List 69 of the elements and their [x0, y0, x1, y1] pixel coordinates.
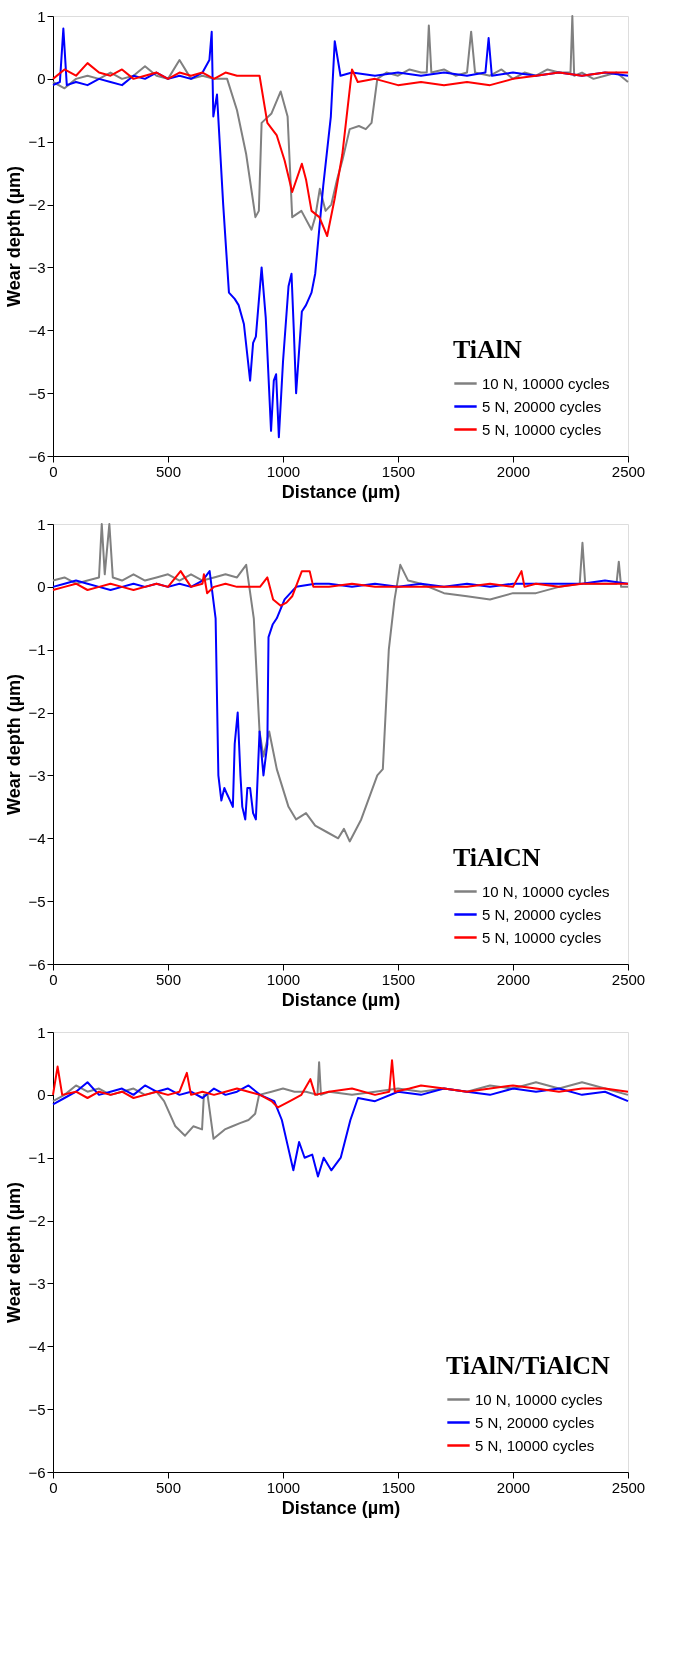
line-series — [52, 62, 629, 237]
x-tick-label: 2000 — [496, 462, 531, 480]
y-tick-label: 0 — [37, 70, 46, 88]
x-tick-label: 1500 — [381, 970, 416, 988]
x-axis-title: Distance (µm) — [281, 481, 401, 502]
line-series — [52, 15, 629, 231]
y-tick-label: −1 — [28, 641, 46, 659]
x-tick-label: 1000 — [266, 1478, 301, 1496]
x-tick-label: 2000 — [496, 970, 531, 988]
line-series — [52, 570, 629, 607]
x-tick-label: 500 — [155, 970, 182, 988]
y-tick-label: −6 — [28, 955, 46, 973]
y-axis-title: Wear depth (µm) — [4, 165, 25, 308]
y-tick-label: 1 — [37, 1023, 46, 1041]
x-tick-label: 2500 — [611, 462, 646, 480]
y-tick-label: 1 — [37, 7, 46, 25]
y-tick-label: −3 — [28, 1274, 46, 1292]
x-tick-label: 2500 — [611, 970, 646, 988]
y-tick-label: −2 — [28, 704, 46, 722]
legend-label: 5 N, 10000 cycles — [482, 928, 602, 946]
x-axis-title: Distance (µm) — [281, 1497, 401, 1518]
y-tick-label: 0 — [37, 578, 46, 596]
x-axis-title: Distance (µm) — [281, 989, 401, 1010]
line-series — [52, 27, 629, 439]
line-series — [52, 570, 629, 821]
x-tick-label: 1000 — [266, 462, 301, 480]
y-axis-title: Wear depth (µm) — [4, 673, 25, 816]
y-tick-label: −4 — [28, 321, 46, 339]
legend-label: 5 N, 20000 cycles — [482, 905, 602, 923]
line-series — [52, 523, 629, 843]
legend-label: 5 N, 20000 cycles — [475, 1413, 595, 1431]
legend-label: 5 N, 20000 cycles — [482, 397, 602, 415]
y-axis-title: Wear depth (µm) — [4, 1181, 25, 1324]
y-tick-label: −6 — [28, 447, 46, 465]
y-tick-label: −5 — [28, 384, 46, 402]
y-tick-label: −3 — [28, 766, 46, 784]
x-tick-label: 2000 — [496, 1478, 531, 1496]
y-tick-label: −2 — [28, 1212, 46, 1230]
legend-title: TiAlN — [453, 335, 523, 364]
legend-title: TiAlCN — [453, 843, 541, 872]
y-tick-label: −3 — [28, 258, 46, 276]
y-tick-label: −1 — [28, 133, 46, 151]
x-tick-label: 500 — [155, 462, 182, 480]
legend-label: 5 N, 10000 cycles — [482, 420, 602, 438]
legend-label: 10 N, 10000 cycles — [482, 374, 610, 392]
y-tick-label: −2 — [28, 196, 46, 214]
x-tick-label: 0 — [49, 970, 58, 988]
legend-label: 5 N, 10000 cycles — [475, 1436, 595, 1454]
y-tick-label: −5 — [28, 1400, 46, 1418]
x-tick-label: 0 — [49, 1478, 58, 1496]
y-tick-label: −6 — [28, 1463, 46, 1481]
legend-label: 10 N, 10000 cycles — [475, 1390, 603, 1408]
x-tick-label: 1500 — [381, 1478, 416, 1496]
y-tick-label: −1 — [28, 1149, 46, 1167]
legend-label: 10 N, 10000 cycles — [482, 882, 610, 900]
legend-title: TiAlN/TiAlCN — [446, 1351, 610, 1380]
y-tick-label: 0 — [37, 1086, 46, 1104]
x-tick-label: 500 — [155, 1478, 182, 1496]
y-tick-label: −4 — [28, 1337, 46, 1355]
y-tick-label: 1 — [37, 515, 46, 533]
line-series — [52, 1081, 629, 1178]
x-tick-label: 1000 — [266, 970, 301, 988]
y-tick-label: −4 — [28, 829, 46, 847]
line-series — [52, 1059, 629, 1109]
x-tick-label: 0 — [49, 462, 58, 480]
y-tick-label: −5 — [28, 892, 46, 910]
x-tick-label: 2500 — [611, 1478, 646, 1496]
x-tick-label: 1500 — [381, 462, 416, 480]
line-series — [52, 1061, 629, 1140]
